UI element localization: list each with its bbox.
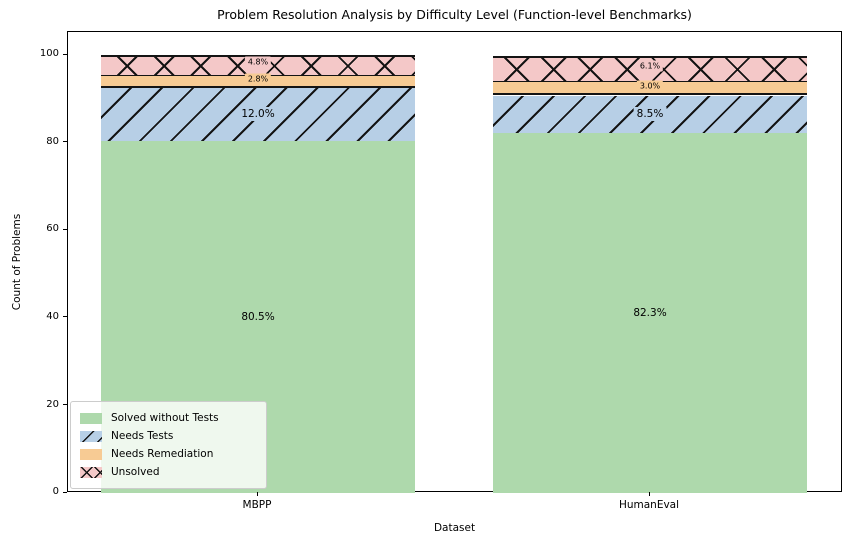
- legend-swatch-icon: [80, 412, 102, 424]
- chart-title: Problem Resolution Analysis by Difficult…: [217, 7, 692, 22]
- x-axis-label: Dataset: [433, 522, 476, 534]
- legend-item: Unsolved: [80, 463, 257, 481]
- legend-item: Solved without Tests: [80, 409, 257, 427]
- bar-segment-label: 2.8%: [244, 73, 272, 85]
- y-tick-mark: [63, 141, 67, 143]
- y-tick-label: 0: [52, 486, 59, 497]
- y-tick-mark: [63, 316, 67, 318]
- x-tick-mark: [257, 492, 258, 496]
- legend-swatch-icon: [80, 430, 102, 442]
- bar-segment-label: 3.0%: [636, 80, 664, 92]
- bar-segment-label: 8.5%: [633, 107, 667, 122]
- bar-segment-label: 6.1%: [636, 60, 664, 72]
- legend-item-label: Solved without Tests: [111, 412, 219, 424]
- legend-item: Needs Remediation: [80, 445, 257, 463]
- legend-item-label: Needs Remediation: [111, 448, 214, 460]
- y-tick-mark: [63, 228, 67, 230]
- y-tick-label: 40: [46, 310, 59, 322]
- y-tick-mark: [63, 404, 67, 405]
- bar-segment: [493, 95, 807, 133]
- legend-swatch-icon: [80, 466, 102, 478]
- bar-segment-label: 82.3%: [630, 305, 670, 320]
- x-tick-mark: [649, 492, 650, 496]
- x-tick-label: HumanEval: [618, 499, 680, 511]
- plot-area: 80.5% 12.0% 2.8% 4.8% 82.3% 8.5% 3.0% 6.1% Solv…: [67, 31, 842, 493]
- bar-segment-label: 12.0%: [238, 107, 278, 122]
- legend-swatch-icon: [80, 448, 102, 460]
- y-tick-mark: [63, 53, 67, 55]
- legend-item: Needs Tests: [80, 427, 257, 445]
- y-tick-label: 80: [46, 135, 59, 147]
- y-tick-label: 20: [46, 398, 59, 410]
- x-tick-label: MBPP: [242, 499, 272, 511]
- y-tick-label: 100: [39, 48, 59, 60]
- bar-segment-label: 80.5%: [238, 309, 278, 324]
- y-tick-mark: [63, 491, 67, 493]
- bar-segment: [101, 88, 415, 141]
- legend: Solved without Tests Needs Tests Needs Rem…: [70, 401, 267, 489]
- y-tick-label: 60: [46, 223, 59, 235]
- legend-item-label: Unsolved: [111, 466, 160, 478]
- legend-item-label: Needs Tests: [111, 430, 174, 442]
- bar-segment-label: 4.8%: [244, 56, 272, 68]
